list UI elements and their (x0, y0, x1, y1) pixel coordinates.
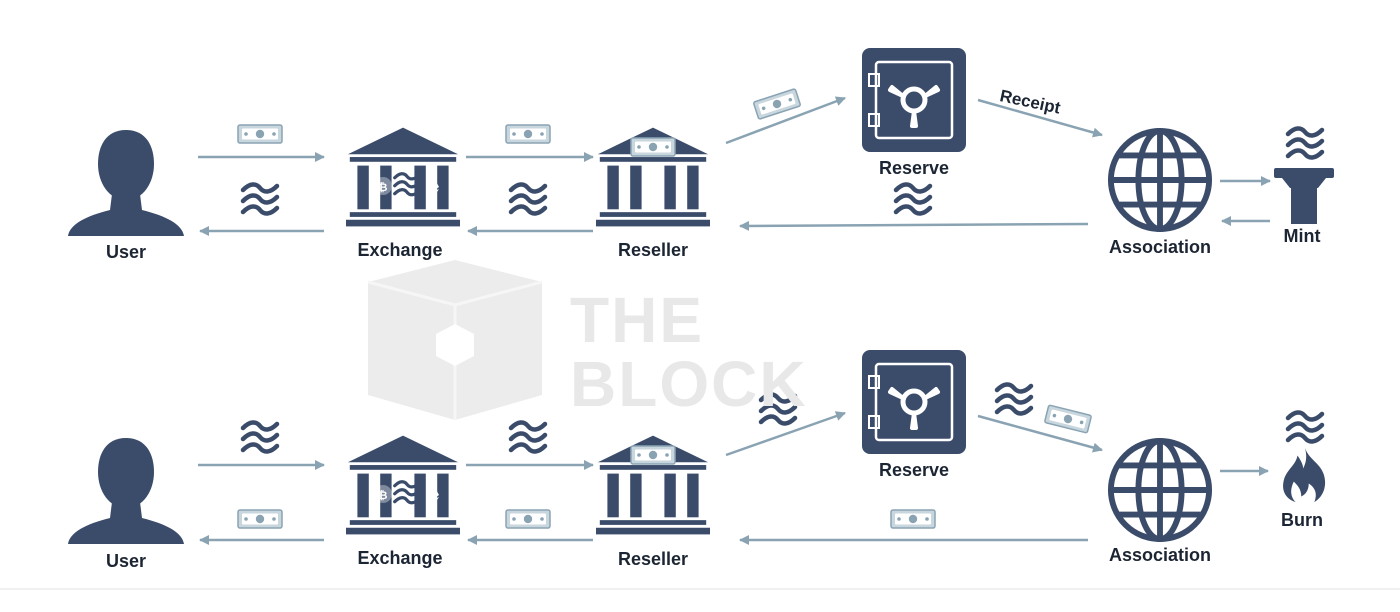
libra-wave-icon (243, 422, 277, 451)
label-association-mint: Association (1108, 237, 1212, 257)
bitcoin-icon: ₿ (379, 181, 388, 194)
pedestal-icon (1274, 168, 1334, 224)
libra-wave-icon (511, 184, 545, 213)
watermark-text: THE BLOCK (570, 288, 808, 416)
label-exchange-burn: Exchange (357, 548, 443, 568)
label-association-burn: Association (1108, 545, 1212, 565)
bitcoin-icon: ₿ (379, 489, 388, 502)
banknote-icon (630, 137, 676, 157)
label-mint: Mint (1283, 226, 1321, 246)
banknote-icon (505, 509, 551, 529)
flame-icon (1283, 448, 1326, 503)
label-reseller-mint: Reseller (617, 240, 689, 260)
watermark-line-2: BLOCK (570, 348, 808, 420)
label-reserve-burn: Reserve (878, 460, 950, 480)
label-reserve-mint: Reserve (878, 158, 950, 178)
safe-icon (862, 48, 966, 152)
ethereum-icon (427, 484, 439, 506)
watermark-logo (367, 260, 543, 420)
bottom-arrows (198, 411, 1269, 545)
safe-icon (862, 350, 966, 454)
libra-wave-icon (1288, 128, 1322, 157)
libra-wave-icon (997, 384, 1031, 413)
libra-wave-icon (243, 184, 277, 213)
ethereum-icon (427, 176, 439, 198)
banknote-icon (630, 445, 676, 465)
banknote-icon (505, 124, 551, 144)
user-icon (68, 130, 184, 236)
top-arrows (198, 96, 1271, 236)
libra-wave-icon (511, 422, 545, 451)
banknote-icon (752, 87, 802, 121)
label-reseller-burn: Reseller (617, 549, 689, 569)
banknote-icon (237, 509, 283, 529)
user-icon (68, 438, 184, 544)
libra-wave-icon (1288, 412, 1322, 441)
label-user-mint: User (105, 242, 147, 262)
bottom-divider (0, 588, 1400, 590)
crypto-marks: ₿ (374, 172, 439, 198)
globe-icon (1111, 131, 1209, 229)
banknote-icon (1043, 404, 1093, 434)
label-user-burn: User (105, 551, 147, 571)
globe-icon (1111, 441, 1209, 539)
crypto-marks: ₿ (374, 480, 439, 506)
banknote-icon (890, 509, 936, 529)
watermark-line-1: THE (570, 284, 704, 356)
label-burn: Burn (1281, 510, 1323, 530)
bank-icon (346, 127, 460, 227)
banknote-icon (237, 124, 283, 144)
label-exchange-mint: Exchange (357, 240, 443, 260)
bank-icon (346, 435, 460, 535)
libra-wave-icon (896, 184, 930, 213)
